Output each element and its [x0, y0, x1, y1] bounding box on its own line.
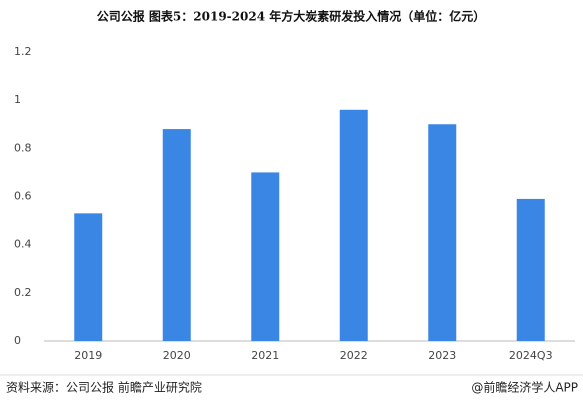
bar [428, 124, 457, 341]
x-tick-label: 2019 [74, 349, 102, 362]
bar [162, 129, 191, 341]
y-tick-label: 1 [14, 93, 21, 106]
x-tick-label: 2020 [163, 349, 191, 362]
bar [74, 213, 103, 341]
y-tick-label: 0.4 [14, 238, 32, 251]
bar [516, 198, 545, 341]
y-tick-label: 1.2 [14, 45, 32, 58]
credit: @前瞻经济学人APP [471, 380, 578, 395]
bar [251, 172, 280, 341]
chart-title: 公司公报 图表5：2019-2024 年方大炭素研发投入情况（单位：亿元） [97, 9, 486, 24]
source: 资料来源：公司公报 前瞻产业研究院 [6, 380, 202, 395]
y-tick-label: 0.2 [14, 286, 32, 299]
y-tick-label: 0.8 [14, 141, 32, 154]
x-tick-label: 2022 [340, 349, 368, 362]
x-tick-label: 2021 [251, 349, 279, 362]
y-tick-label: 0.6 [14, 190, 32, 203]
bar [339, 109, 368, 341]
x-tick-label: 2023 [428, 349, 456, 362]
x-tick-label: 2024Q3 [509, 349, 553, 362]
y-tick-label: 0 [14, 334, 21, 347]
